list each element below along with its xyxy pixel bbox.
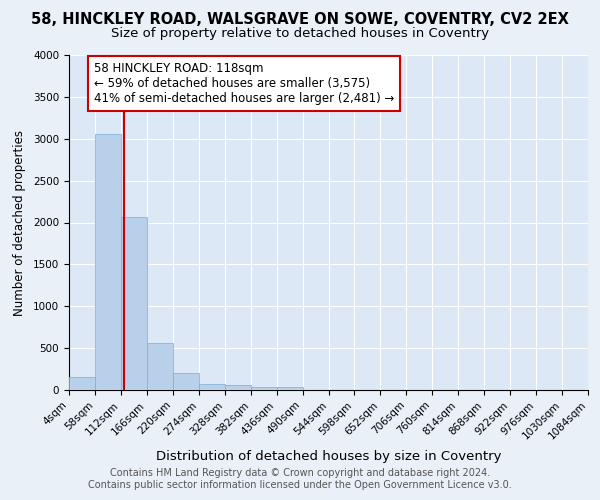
- Bar: [277, 387, 302, 390]
- Bar: [173, 373, 199, 390]
- Text: Size of property relative to detached houses in Coventry: Size of property relative to detached ho…: [111, 28, 489, 40]
- X-axis label: Distribution of detached houses by size in Coventry: Distribution of detached houses by size …: [156, 450, 501, 462]
- Bar: [225, 386, 251, 390]
- Bar: [251, 386, 277, 390]
- Y-axis label: Number of detached properties: Number of detached properties: [13, 130, 26, 316]
- Bar: [69, 378, 95, 390]
- Bar: [147, 342, 173, 390]
- Bar: [95, 134, 121, 390]
- Bar: [121, 218, 147, 390]
- Text: Contains public sector information licensed under the Open Government Licence v3: Contains public sector information licen…: [88, 480, 512, 490]
- Text: 58 HINCKLEY ROAD: 118sqm
← 59% of detached houses are smaller (3,575)
41% of sem: 58 HINCKLEY ROAD: 118sqm ← 59% of detach…: [94, 62, 394, 104]
- Bar: [199, 384, 224, 390]
- Text: Contains HM Land Registry data © Crown copyright and database right 2024.: Contains HM Land Registry data © Crown c…: [110, 468, 490, 477]
- Text: 58, HINCKLEY ROAD, WALSGRAVE ON SOWE, COVENTRY, CV2 2EX: 58, HINCKLEY ROAD, WALSGRAVE ON SOWE, CO…: [31, 12, 569, 28]
